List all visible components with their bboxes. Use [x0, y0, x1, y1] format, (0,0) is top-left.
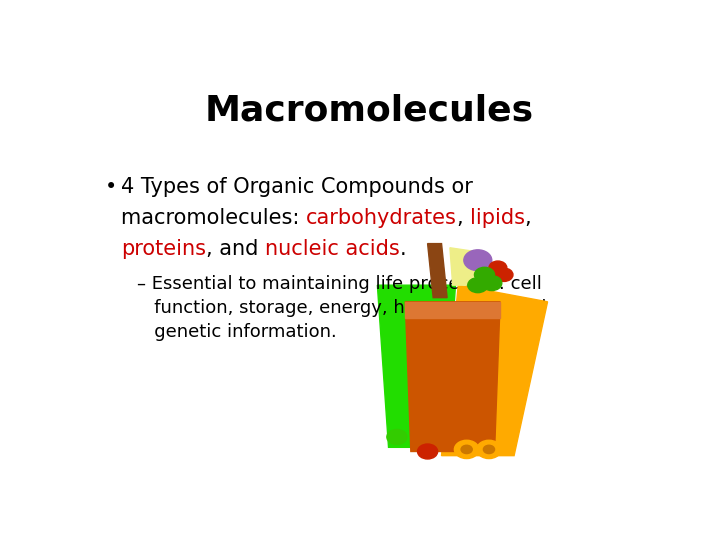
Text: proteins: proteins [121, 239, 206, 259]
Circle shape [454, 440, 479, 458]
Circle shape [387, 429, 407, 444]
Circle shape [468, 278, 488, 293]
Circle shape [464, 250, 492, 271]
Text: nucleic acids: nucleic acids [265, 239, 400, 259]
Polygon shape [405, 302, 500, 319]
Polygon shape [441, 285, 547, 456]
Circle shape [461, 446, 472, 454]
Polygon shape [405, 302, 500, 451]
Text: .: . [400, 239, 406, 259]
Text: •: • [105, 177, 117, 197]
Circle shape [495, 268, 513, 281]
Circle shape [477, 440, 501, 458]
Text: 4 Types of Organic Compounds or: 4 Types of Organic Compounds or [121, 177, 472, 197]
Text: Macromolecules: Macromolecules [204, 94, 534, 128]
Text: – Essential to maintaining life processes: cell
   function, storage, energy, ho: – Essential to maintaining life processe… [138, 275, 546, 341]
Text: ,: , [525, 208, 531, 228]
Text: carbohydrates: carbohydrates [306, 208, 456, 228]
Text: , and: , and [206, 239, 265, 259]
Polygon shape [428, 244, 447, 298]
Polygon shape [377, 285, 456, 447]
Text: lipids: lipids [470, 208, 525, 228]
Polygon shape [450, 248, 478, 285]
Circle shape [483, 270, 500, 284]
Circle shape [489, 261, 507, 274]
Circle shape [483, 446, 495, 454]
Circle shape [418, 444, 438, 459]
Circle shape [474, 267, 495, 282]
Circle shape [482, 275, 502, 291]
Text: ,: , [456, 208, 470, 228]
Text: macromolecules:: macromolecules: [121, 208, 306, 228]
